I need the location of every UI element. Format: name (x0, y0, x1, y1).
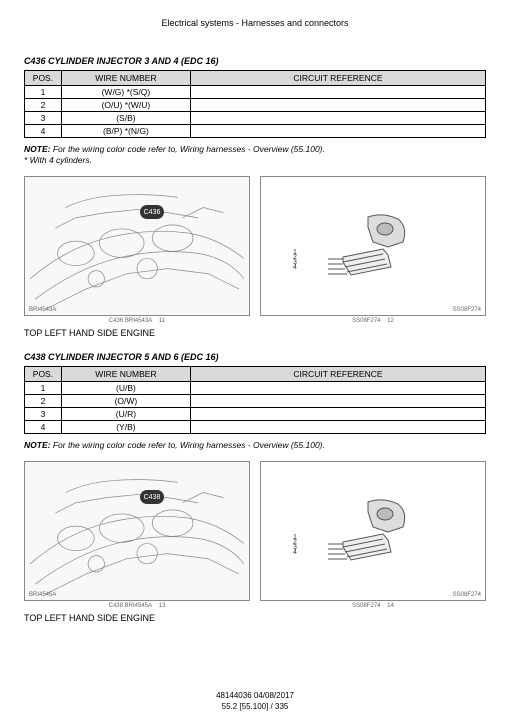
cell (190, 421, 485, 434)
cell: 2 (25, 395, 62, 408)
caption-num: 13 (159, 603, 166, 609)
fig-left-caption: C438 BRI4545A 13 (24, 603, 250, 609)
section1-title: C436 CYLINDER INJECTOR 3 AND 4 (EDC 16) (24, 56, 486, 66)
cell (190, 86, 485, 99)
cell: (O/W) (61, 395, 190, 408)
connector-sketch-icon (313, 492, 433, 582)
note-label: NOTE: (24, 144, 50, 154)
table-row: 2 (O/U) *(W/U) (25, 99, 486, 112)
cell: 3 (25, 408, 62, 421)
connector-figure-box: 1 2 3 4 SS08F274 (260, 461, 486, 601)
table-row: 4 (Y/B) (25, 421, 486, 434)
cell: (S/B) (61, 112, 190, 125)
pin-4: 4 (293, 549, 297, 556)
cell (190, 99, 485, 112)
caption-text: C438 BRI4545A (109, 603, 152, 609)
section1-figures: C436 BRI4543A C436 BRI4543A 11 TOP LEFT … (24, 176, 486, 338)
cell: 4 (25, 125, 62, 138)
fig-ref-left: BRI4545A (29, 592, 56, 598)
pin-4: 4 (293, 264, 297, 271)
caption-num: 12 (387, 318, 394, 324)
connector-sketch-icon (313, 207, 433, 297)
cell: 3 (25, 112, 62, 125)
figure-left: C438 BRI4545A C438 BRI4545A 13 TOP LEFT … (24, 461, 250, 623)
section1-note: NOTE: For the wiring color code refer to… (24, 144, 486, 166)
caption-text: C436 BRI4543A (109, 318, 152, 324)
page-header: Electrical systems - Harnesses and conne… (0, 0, 510, 28)
table-header-circuit: CIRCUIT REFERENCE (190, 71, 485, 86)
note-extra: * With 4 cylinders. (24, 155, 92, 165)
table-row: 4 (B/P) *(N/G) (25, 125, 486, 138)
figure-right: 1 2 3 4 SS08F274 SS08F274 12 (260, 176, 486, 338)
table-row: 2 (O/W) (25, 395, 486, 408)
connector-badge: C438 (140, 490, 164, 504)
caption-text: SS08F274 (352, 603, 380, 609)
table-header-pos: POS. (25, 367, 62, 382)
connector-figure-box: 1 2 3 4 SS08F274 (260, 176, 486, 316)
caption-num: 11 (159, 318, 165, 324)
fig-left-caption: C436 BRI4543A 11 (24, 318, 250, 324)
section2-table: POS. WIRE NUMBER CIRCUIT REFERENCE 1 (U/… (24, 366, 486, 434)
cell: 1 (25, 86, 62, 99)
engine-sketch-icon (25, 462, 249, 601)
table-row: 3 (U/R) (25, 408, 486, 421)
cell: (U/B) (61, 382, 190, 395)
engine-figure-box: C438 BRI4545A (24, 461, 250, 601)
figure-right: 1 2 3 4 SS08F274 SS08F274 14 (260, 461, 486, 623)
table-row: 1 (W/G) *(S/Q) (25, 86, 486, 99)
table-header-wire: WIRE NUMBER (61, 71, 190, 86)
footer-line2: 55.2 [55.100] / 335 (0, 702, 510, 712)
section2-note: NOTE: For the wiring color code refer to… (24, 440, 486, 451)
figure-left: C436 BRI4543A C436 BRI4543A 11 TOP LEFT … (24, 176, 250, 338)
footer-line1: 48144036 04/08/2017 (0, 691, 510, 701)
cell: 4 (25, 421, 62, 434)
cell (190, 112, 485, 125)
section2-title: C438 CYLINDER INJECTOR 5 AND 6 (EDC 16) (24, 352, 486, 362)
table-header-wire: WIRE NUMBER (61, 367, 190, 382)
table-header-pos: POS. (25, 71, 62, 86)
cell: 2 (25, 99, 62, 112)
fig-ref-right: SS08F274 (453, 307, 481, 313)
connector-badge: C436 (140, 205, 164, 219)
cell (190, 395, 485, 408)
section1-table: POS. WIRE NUMBER CIRCUIT REFERENCE 1 (W/… (24, 70, 486, 138)
engine-figure-box: C436 BRI4543A (24, 176, 250, 316)
page-footer: 48144036 04/08/2017 55.2 [55.100] / 335 (0, 691, 510, 712)
table-row: 3 (S/B) (25, 112, 486, 125)
content: C436 CYLINDER INJECTOR 3 AND 4 (EDC 16) … (0, 56, 510, 623)
caption-num: 14 (387, 603, 394, 609)
table-header-circuit: CIRCUIT REFERENCE (190, 367, 485, 382)
location-label: TOP LEFT HAND SIDE ENGINE (24, 328, 250, 338)
engine-sketch-icon (25, 177, 249, 316)
note-label: NOTE: (24, 440, 50, 450)
note-text: For the wiring color code refer to, Wiri… (53, 144, 325, 154)
cell: (W/G) *(S/Q) (61, 86, 190, 99)
cell: (Y/B) (61, 421, 190, 434)
cell: (O/U) *(W/U) (61, 99, 190, 112)
cell: (U/R) (61, 408, 190, 421)
cell: (B/P) *(N/G) (61, 125, 190, 138)
section2-figures: C438 BRI4545A C438 BRI4545A 13 TOP LEFT … (24, 461, 486, 623)
header-title: Electrical systems - Harnesses and conne… (161, 18, 348, 28)
cell (190, 382, 485, 395)
table-row: 1 (U/B) (25, 382, 486, 395)
cell (190, 125, 485, 138)
note-text: For the wiring color code refer to, Wiri… (53, 440, 325, 450)
cell (190, 408, 485, 421)
location-label: TOP LEFT HAND SIDE ENGINE (24, 613, 250, 623)
fig-ref-right: SS08F274 (453, 592, 481, 598)
fig-ref-left: BRI4543A (29, 307, 56, 313)
caption-text: SS08F274 (352, 318, 380, 324)
cell: 1 (25, 382, 62, 395)
